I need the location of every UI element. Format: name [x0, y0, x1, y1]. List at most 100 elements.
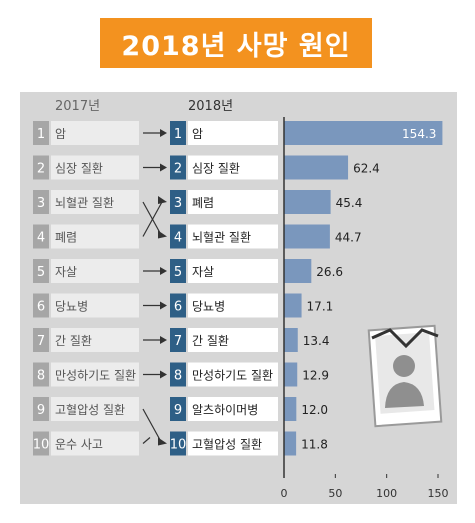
rank-2018-label: 7	[174, 334, 182, 349]
rank-2018-box	[170, 259, 186, 283]
cause-2018-box	[188, 362, 278, 387]
cause-2018-label: 만성하기도 질환	[192, 369, 273, 383]
bar-value-label: 17.1	[307, 300, 334, 314]
bar-value-label: 154.3	[402, 127, 436, 141]
cause-2018-box	[188, 431, 278, 456]
bar	[284, 155, 349, 180]
rank-2017-box	[33, 259, 49, 283]
rank-2017-label: 3	[37, 196, 45, 211]
rank-2017-box	[33, 397, 49, 421]
bar	[284, 121, 443, 145]
rank-2018-box	[170, 190, 186, 214]
x-tick-label: 50	[328, 487, 342, 500]
rank-2017-label: 6	[37, 300, 45, 315]
bar	[284, 431, 297, 456]
cause-2018-box	[188, 259, 278, 283]
silhouette-head	[393, 355, 415, 377]
arrowhead	[160, 336, 167, 344]
cause-2018-box	[188, 190, 278, 214]
bar	[284, 190, 331, 214]
cause-2018-label: 심장 질환	[192, 162, 240, 176]
cause-2018-box	[188, 397, 278, 421]
cause-2018-box	[188, 293, 278, 318]
cause-2017-box	[51, 259, 139, 283]
cause-2018-label: 자살	[192, 265, 214, 279]
cause-2018-label: 고혈압성 질환	[192, 438, 262, 452]
rank-2018-label: 3	[174, 196, 182, 211]
cause-2018-label: 당뇨병	[192, 300, 225, 314]
arrowhead	[160, 370, 167, 379]
cause-2018-label: 알츠하이머병	[192, 403, 258, 417]
bar-value-label: 44.7	[335, 231, 362, 245]
arrowhead	[158, 196, 167, 204]
cause-2017-box	[51, 190, 139, 214]
rank-2017-label: 8	[37, 369, 45, 384]
cause-2018-label: 폐렴	[192, 196, 214, 210]
rank-2017-label: 9	[37, 403, 45, 418]
cause-2017-label: 운수 사고	[55, 438, 103, 452]
rank-2017-box	[33, 224, 49, 249]
arrowhead	[160, 267, 167, 275]
rank-2018-box	[170, 293, 186, 318]
arrowhead	[160, 163, 167, 172]
rank-2018-label: 10	[170, 438, 187, 453]
cause-2018-box	[188, 155, 278, 180]
rank-arrow-stub	[142, 437, 151, 444]
rank-2018-box	[170, 155, 186, 180]
arrowhead	[160, 129, 167, 137]
cause-2017-label: 만성하기도 질환	[55, 369, 136, 383]
mourning-ribbon	[371, 328, 439, 349]
rank-2017-label: 4	[37, 231, 45, 246]
cause-2017-box	[51, 224, 139, 249]
rank-2018-label: 5	[174, 265, 182, 280]
arrowhead	[158, 230, 167, 239]
bar-value-label: 12.9	[302, 369, 329, 383]
bar-value-label: 62.4	[353, 162, 380, 176]
cause-2017-box	[51, 293, 139, 318]
cause-2018-label: 간 질환	[192, 334, 229, 348]
rank-2017-box	[33, 155, 49, 180]
rank-2018-box	[170, 431, 186, 456]
bar-value-label: 11.8	[301, 438, 328, 452]
cause-2018-box	[188, 328, 278, 352]
cause-2017-box	[51, 155, 139, 180]
rank-2017-label: 5	[37, 265, 45, 280]
rank-2018-label: 9	[174, 403, 182, 418]
rank-2017-label: 10	[33, 438, 50, 453]
rank-2017-box	[33, 293, 49, 318]
arrowhead	[160, 301, 167, 310]
x-tick-label: 150	[428, 487, 449, 500]
header-2017: 2017년	[55, 99, 100, 114]
rank-2018-box	[170, 362, 186, 387]
rank-arrow	[142, 201, 163, 237]
rank-2017-box	[33, 190, 49, 214]
bar	[284, 293, 302, 318]
cause-2018-label: 암	[192, 127, 203, 141]
bar-value-label: 12.0	[301, 403, 328, 417]
rank-2018-label: 1	[174, 127, 182, 142]
rank-2018-box	[170, 328, 186, 352]
cause-2017-box	[51, 362, 139, 387]
bar-value-label: 13.4	[303, 334, 330, 348]
rank-2017-label: 7	[37, 334, 45, 349]
cause-2017-label: 당뇨병	[55, 300, 88, 314]
cause-2017-label: 심장 질환	[55, 162, 103, 176]
cause-2017-box	[51, 431, 139, 456]
cause-2017-box	[51, 397, 139, 421]
rank-arrow	[142, 408, 163, 444]
rank-2018-box	[170, 397, 186, 421]
header-2018: 2018년	[188, 99, 233, 114]
cause-2017-label: 고혈압성 질환	[55, 403, 125, 417]
cause-2017-box	[51, 328, 139, 352]
cause-2017-label: 뇌혈관 질환	[55, 196, 114, 210]
cause-2017-label: 폐렴	[55, 231, 77, 245]
rank-2018-label: 8	[174, 369, 182, 384]
cause-2018-label: 뇌혈관 질환	[192, 231, 251, 245]
bar	[284, 362, 298, 387]
cause-2018-box	[188, 121, 278, 145]
rank-2018-label: 2	[174, 162, 182, 177]
rank-2018-label: 6	[174, 300, 182, 315]
cause-2017-label: 자살	[55, 265, 77, 279]
cause-2018-box	[188, 224, 278, 249]
